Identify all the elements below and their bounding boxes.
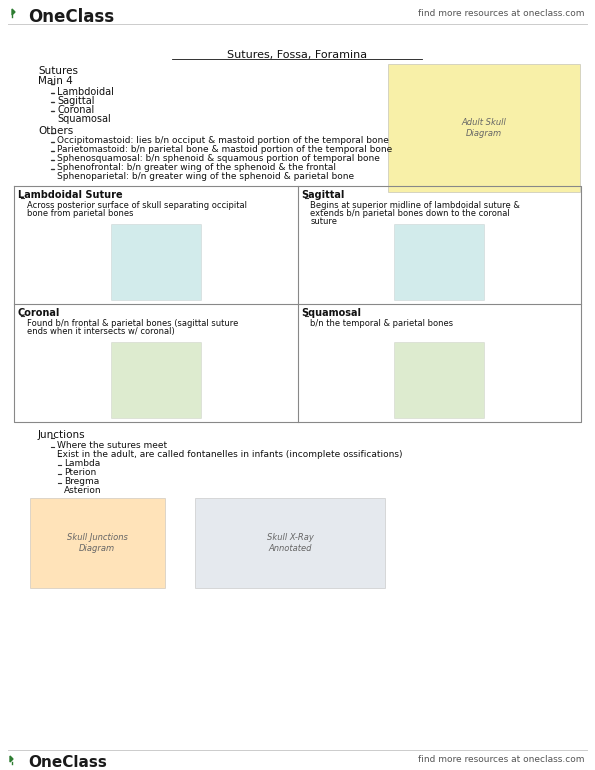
Text: OneClass: OneClass	[28, 755, 107, 770]
Text: Found b/n frontal & parietal bones (sagittal suture: Found b/n frontal & parietal bones (sagi…	[27, 319, 239, 328]
Text: Sphenofrontal: b/n greater wing of the sphenoid & the frontal: Sphenofrontal: b/n greater wing of the s…	[57, 163, 336, 172]
Text: Where the sutures meet: Where the sutures meet	[57, 441, 167, 450]
Text: Skull X-Ray
Annotated: Skull X-Ray Annotated	[267, 534, 314, 553]
Text: Across posterior surface of skull separating occipital: Across posterior surface of skull separa…	[27, 201, 247, 210]
Text: Coronal: Coronal	[57, 105, 94, 115]
Text: Lambdoidal: Lambdoidal	[57, 87, 114, 97]
FancyBboxPatch shape	[111, 224, 201, 300]
Text: Skull Junctions
Diagram: Skull Junctions Diagram	[67, 534, 127, 553]
Text: Lambdoidal Suture: Lambdoidal Suture	[18, 190, 123, 200]
Text: Parietomastoid: b/n parietal bone & mastoid portion of the temporal bone: Parietomastoid: b/n parietal bone & mast…	[57, 145, 392, 154]
Text: Others: Others	[38, 126, 73, 136]
Text: b/n the temporal & parietal bones: b/n the temporal & parietal bones	[311, 319, 453, 328]
Text: Squamosal: Squamosal	[57, 114, 111, 124]
FancyBboxPatch shape	[195, 498, 385, 588]
Text: Exist in the adult, are called fontanelles in infants (incomplete ossifications): Exist in the adult, are called fontanell…	[57, 450, 402, 459]
Text: Main 4: Main 4	[38, 76, 73, 86]
Text: find more resources at oneclass.com: find more resources at oneclass.com	[418, 9, 585, 18]
Text: Coronal: Coronal	[18, 308, 60, 318]
FancyBboxPatch shape	[394, 224, 484, 300]
Text: Sagittal: Sagittal	[302, 190, 345, 200]
Text: Junctions: Junctions	[38, 430, 86, 440]
Text: find more resources at oneclass.com: find more resources at oneclass.com	[418, 755, 585, 764]
Text: Lambda: Lambda	[64, 459, 100, 468]
FancyBboxPatch shape	[30, 498, 165, 588]
Text: Sutures: Sutures	[38, 66, 78, 76]
Polygon shape	[10, 756, 13, 762]
Text: Adult Skull
Diagram: Adult Skull Diagram	[462, 119, 506, 138]
Text: Squamosal: Squamosal	[302, 308, 362, 318]
Text: Occipitomastoid: lies b/n occiput & mastoid portion of the temporal bone: Occipitomastoid: lies b/n occiput & mast…	[57, 136, 389, 145]
Text: Sagittal: Sagittal	[57, 96, 95, 106]
Text: ends when it intersects w/ coronal): ends when it intersects w/ coronal)	[27, 327, 175, 336]
Text: Sutures, Fossa, Foramina: Sutures, Fossa, Foramina	[227, 50, 367, 60]
FancyBboxPatch shape	[388, 64, 580, 192]
Text: Pterion: Pterion	[64, 468, 96, 477]
FancyBboxPatch shape	[111, 342, 201, 418]
Text: Begins at superior midline of lambdoidal suture &: Begins at superior midline of lambdoidal…	[311, 201, 521, 210]
Text: Asterion: Asterion	[64, 486, 102, 495]
FancyBboxPatch shape	[394, 342, 484, 418]
Text: bone from parietal bones: bone from parietal bones	[27, 209, 133, 218]
Text: Sphenosquamosal: b/n sphenoid & squamous portion of temporal bone: Sphenosquamosal: b/n sphenoid & squamous…	[57, 154, 380, 163]
Text: suture: suture	[311, 217, 337, 226]
Text: Sphenoparietal: b/n greater wing of the sphenoid & parietal bone: Sphenoparietal: b/n greater wing of the …	[57, 172, 354, 181]
Polygon shape	[12, 9, 15, 15]
Text: Bregma: Bregma	[64, 477, 99, 486]
Text: OneClass: OneClass	[28, 8, 114, 26]
Text: extends b/n parietal bones down to the coronal: extends b/n parietal bones down to the c…	[311, 209, 511, 218]
